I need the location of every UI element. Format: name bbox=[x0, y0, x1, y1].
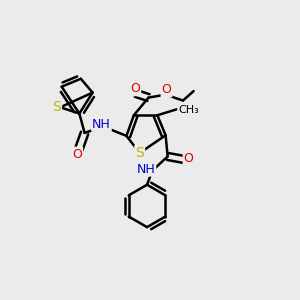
Text: O: O bbox=[162, 83, 171, 96]
Text: S: S bbox=[135, 146, 144, 160]
Text: O: O bbox=[72, 148, 82, 160]
Text: NH: NH bbox=[136, 163, 155, 176]
Text: CH₃: CH₃ bbox=[178, 105, 199, 115]
Text: NH: NH bbox=[92, 118, 111, 130]
Text: O: O bbox=[184, 152, 194, 165]
Text: O: O bbox=[130, 82, 140, 95]
Text: S: S bbox=[52, 100, 61, 114]
